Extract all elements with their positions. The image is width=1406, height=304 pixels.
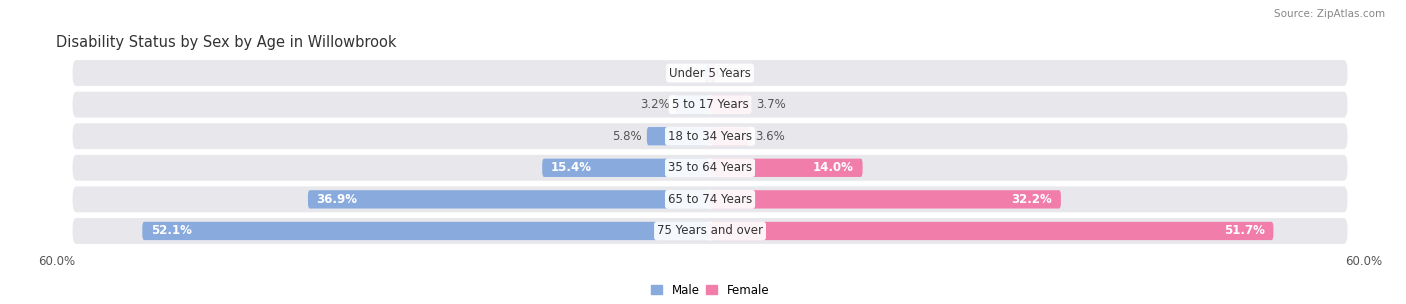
Text: 0.0%: 0.0% bbox=[675, 67, 704, 80]
FancyBboxPatch shape bbox=[73, 123, 1347, 149]
Text: 36.9%: 36.9% bbox=[316, 193, 357, 206]
Text: 32.2%: 32.2% bbox=[1011, 193, 1052, 206]
Text: 51.7%: 51.7% bbox=[1223, 224, 1264, 237]
FancyBboxPatch shape bbox=[142, 222, 710, 240]
Text: 14.0%: 14.0% bbox=[813, 161, 853, 174]
Text: 75 Years and over: 75 Years and over bbox=[657, 224, 763, 237]
Text: Disability Status by Sex by Age in Willowbrook: Disability Status by Sex by Age in Willo… bbox=[56, 35, 396, 50]
FancyBboxPatch shape bbox=[543, 159, 710, 177]
FancyBboxPatch shape bbox=[710, 127, 749, 145]
FancyBboxPatch shape bbox=[710, 159, 862, 177]
FancyBboxPatch shape bbox=[704, 64, 710, 82]
Text: 52.1%: 52.1% bbox=[150, 224, 191, 237]
FancyBboxPatch shape bbox=[73, 218, 1347, 244]
FancyBboxPatch shape bbox=[73, 155, 1347, 181]
Text: 3.2%: 3.2% bbox=[640, 98, 669, 111]
Text: 3.6%: 3.6% bbox=[755, 130, 785, 143]
FancyBboxPatch shape bbox=[73, 186, 1347, 212]
Text: Under 5 Years: Under 5 Years bbox=[669, 67, 751, 80]
Text: 15.4%: 15.4% bbox=[551, 161, 592, 174]
Text: Source: ZipAtlas.com: Source: ZipAtlas.com bbox=[1274, 9, 1385, 19]
FancyBboxPatch shape bbox=[73, 60, 1347, 86]
Text: 5.8%: 5.8% bbox=[612, 130, 641, 143]
Text: 65 to 74 Years: 65 to 74 Years bbox=[668, 193, 752, 206]
Legend: Male, Female: Male, Female bbox=[645, 279, 775, 302]
Text: 0.0%: 0.0% bbox=[716, 67, 745, 80]
FancyBboxPatch shape bbox=[710, 190, 1062, 209]
FancyBboxPatch shape bbox=[647, 127, 710, 145]
Text: 5 to 17 Years: 5 to 17 Years bbox=[672, 98, 748, 111]
FancyBboxPatch shape bbox=[675, 95, 710, 114]
Text: 35 to 64 Years: 35 to 64 Years bbox=[668, 161, 752, 174]
FancyBboxPatch shape bbox=[710, 95, 751, 114]
FancyBboxPatch shape bbox=[308, 190, 710, 209]
FancyBboxPatch shape bbox=[710, 64, 716, 82]
FancyBboxPatch shape bbox=[710, 222, 1274, 240]
Text: 3.7%: 3.7% bbox=[756, 98, 786, 111]
Text: 18 to 34 Years: 18 to 34 Years bbox=[668, 130, 752, 143]
FancyBboxPatch shape bbox=[73, 92, 1347, 118]
